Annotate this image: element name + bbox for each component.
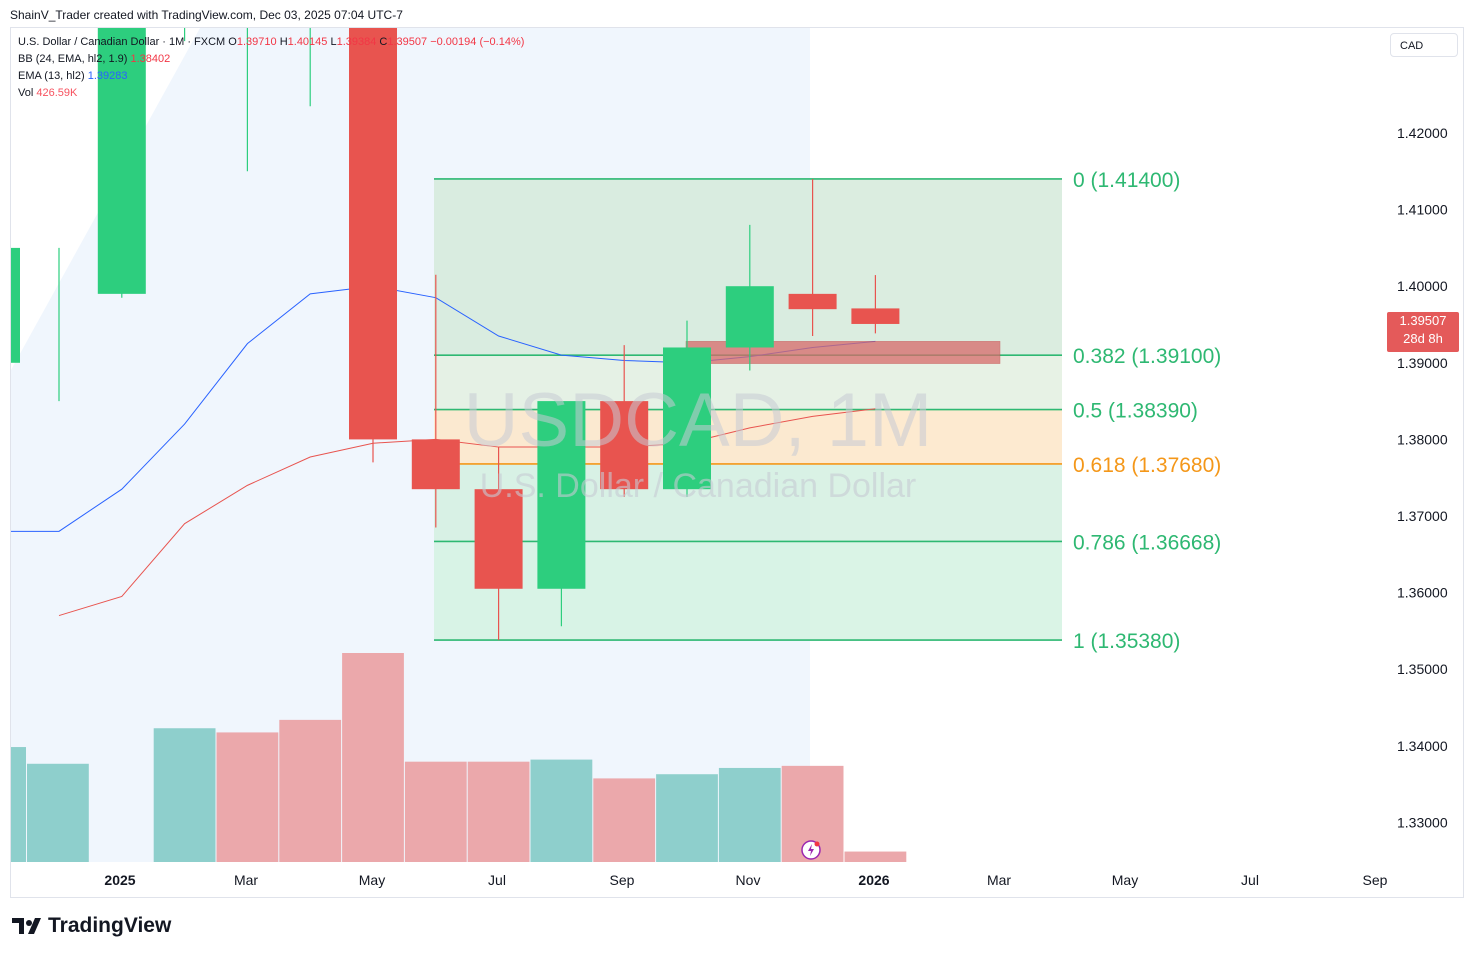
legend-h-label: H <box>279 36 288 48</box>
candle-body <box>663 347 711 490</box>
volume-bar <box>593 778 656 862</box>
last-price-value: 1.39507 <box>1399 313 1447 328</box>
last-price-countdown: 28d 8h <box>1403 331 1443 346</box>
legend-symbol: U.S. Dollar / Canadian Dollar · 1M · FXC… <box>18 36 226 48</box>
alert-dot <box>814 841 820 847</box>
fib-level-label: 0.382 (1.39100) <box>1073 345 1221 368</box>
y-axis-tick-label: 1.42000 <box>1397 125 1448 141</box>
fib-zone <box>434 355 1062 410</box>
watermark-symbol: USDCAD, 1M <box>464 378 933 463</box>
y-axis-tick-label: 1.35000 <box>1397 661 1448 677</box>
watermark-name: U.S. Dollar / Canadian Dollar <box>480 467 917 505</box>
volume-bar <box>718 767 781 862</box>
chart-header: ShainV_Trader created with TradingView.c… <box>10 8 403 22</box>
candle-body <box>788 293 837 310</box>
legend-high: 1.40145 <box>287 36 328 48</box>
legend-o-label: O <box>228 36 237 48</box>
x-axis-tick-label: Nov <box>736 872 761 888</box>
volume-bar <box>467 761 530 862</box>
candle-body <box>474 489 523 589</box>
x-axis-tick-label: 2026 <box>858 872 889 888</box>
candle-body <box>851 308 900 324</box>
tradingview-logo[interactable]: TradingView <box>12 914 171 938</box>
y-axis-tick-label: 1.38000 <box>1397 431 1448 447</box>
candle-body <box>97 28 146 294</box>
legend-l-label: L <box>330 36 337 48</box>
x-axis-tick-label: May <box>1112 872 1138 888</box>
legend-bb-value: 1.38402 <box>130 53 171 65</box>
volume-bar <box>11 747 26 862</box>
candle-body <box>411 439 460 490</box>
bb-line <box>58 408 876 617</box>
fib-level-label: 0.5 (1.38390) <box>1073 400 1198 423</box>
legend-symbol-row: U.S. Dollar / Canadian Dollar · 1M · FXC… <box>18 34 524 51</box>
volume-bar <box>342 653 404 862</box>
y-axis-tick-label: 1.33000 <box>1397 814 1448 830</box>
alert-bolt-icon <box>801 840 821 860</box>
x-axis-tick-label: Mar <box>987 872 1011 888</box>
candle-body <box>161 0 209 3</box>
candle-body <box>600 401 649 490</box>
volume-bar <box>656 774 718 862</box>
y-axis-tick-label: 1.39000 <box>1397 355 1448 371</box>
chart-frame <box>10 27 1464 898</box>
volume-bar <box>844 851 907 862</box>
legend-low: 1.39384 <box>336 36 377 48</box>
legend-ema-label: EMA (13, hl2) <box>18 70 85 82</box>
x-axis-tick-label: Jul <box>1241 872 1259 888</box>
last-price-tag: 1.39507 28d 8h <box>1387 312 1459 352</box>
x-axis-tick-label: Jul <box>488 872 506 888</box>
volume-bar <box>216 732 279 862</box>
volume-bar <box>279 719 342 862</box>
legend-ema-value: 1.39283 <box>87 70 128 82</box>
candle-body <box>11 247 20 363</box>
x-axis-tick-label: 2025 <box>104 872 135 888</box>
chart-legend: U.S. Dollar / Canadian Dollar · 1M · FXC… <box>18 34 524 102</box>
legend-change: −0.00194 (−0.14%) <box>430 36 525 48</box>
legend-c-label: C <box>379 36 388 48</box>
y-axis-tick-label: 1.37000 <box>1397 508 1448 524</box>
fib-level-label: 1 (1.35380) <box>1073 630 1180 653</box>
x-axis-tick-label: Mar <box>234 872 258 888</box>
candle-body <box>349 28 397 440</box>
x-axis-tick-label: May <box>359 872 385 888</box>
legend-vol-row[interactable]: Vol 426.59K <box>18 85 524 102</box>
legend-bb-row[interactable]: BB (24, EMA, hl2, 1.9) 1.38402 <box>18 51 524 68</box>
legend-bb-label: BB (24, EMA, hl2, 1.9) <box>18 53 128 65</box>
x-axis-tick-label: Sep <box>1363 872 1388 888</box>
x-axis-tick-label: Sep <box>610 872 635 888</box>
volume-bar <box>404 761 467 862</box>
currency-button[interactable]: CAD <box>1390 33 1458 57</box>
candle-body <box>537 401 586 589</box>
legend-ema-row[interactable]: EMA (13, hl2) 1.39283 <box>18 68 524 85</box>
legend-close: 1.39507 <box>387 36 428 48</box>
fib-zone <box>434 541 1062 641</box>
volume-bar <box>530 759 593 862</box>
legend-open: 1.39710 <box>236 36 277 48</box>
fib-level-label: 0.618 (1.37680) <box>1073 454 1221 477</box>
legend-vol-label: Vol <box>18 87 34 99</box>
y-axis-tick-label: 1.40000 <box>1397 278 1448 294</box>
candle-body <box>725 286 774 348</box>
volume-bar <box>153 728 216 862</box>
alert-bolt-glyph <box>808 844 814 856</box>
volume-bar <box>27 763 89 862</box>
tradingview-logo-icon <box>12 918 41 934</box>
y-axis-tick-label: 1.41000 <box>1397 202 1448 218</box>
tradingview-logo-text: TradingView <box>48 914 172 937</box>
y-axis-tick-label: 1.36000 <box>1397 585 1448 601</box>
fib-level-label: 0 (1.41400) <box>1073 169 1180 192</box>
y-axis-tick-label: 1.34000 <box>1397 738 1448 754</box>
legend-vol-value: 426.59K <box>36 87 78 99</box>
fib-level-label: 0.786 (1.36668) <box>1073 531 1221 554</box>
